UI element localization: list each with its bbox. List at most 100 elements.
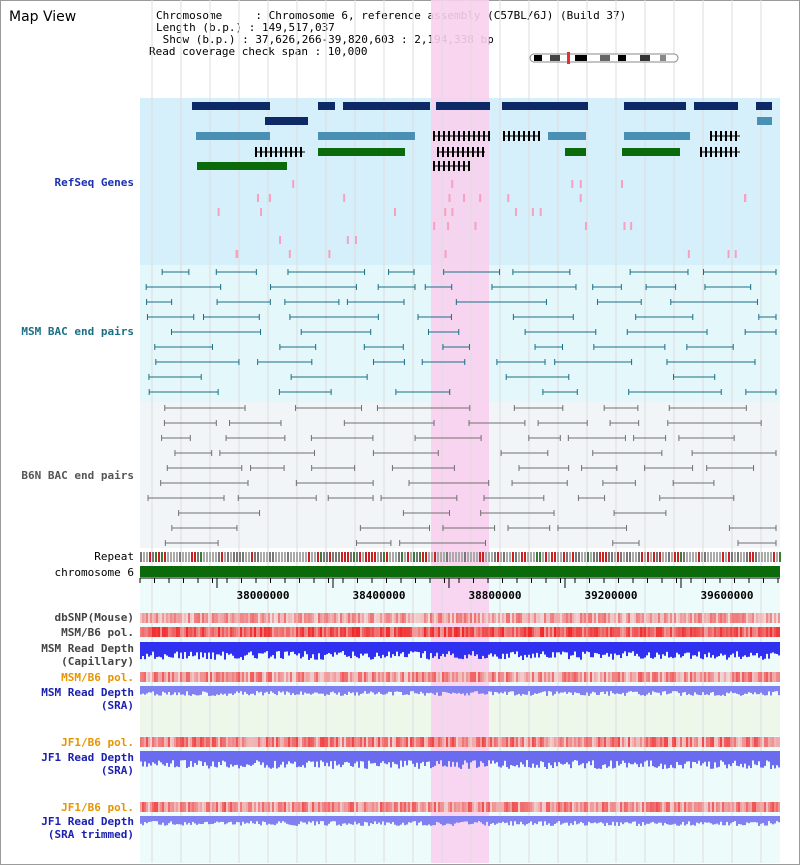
jf1-depth-bar [374,751,376,763]
jf1-pol-trim-heat [370,802,372,812]
msm-pol-sra-heat [542,672,544,682]
jf1-pol-heat [710,737,712,747]
msm-pol-sra-heat [244,672,246,682]
dbsnp-heat [412,613,414,623]
dbsnp-heat [452,613,454,623]
msm-pol-sra-heat [288,672,290,682]
jf1-pol-trim-heat [560,802,562,812]
msm-pol-sra-heat [698,672,700,682]
dbsnp-heat [672,613,674,623]
jf1-depth-bar [368,751,370,761]
jf1-pol-heat [150,737,152,747]
msm-depth-sra-bar [234,686,236,694]
msm-pol-sra-heat [460,672,462,682]
msm-depth-cap-bar [142,642,144,656]
jf1-depth-bar [574,751,576,761]
repeat-mark [170,552,172,562]
msm-pol-sra-heat [558,672,560,682]
jf1-depth-trim-bar [492,816,494,823]
repeat-mark [239,552,241,562]
msm-pol-heat [300,627,302,637]
msm-pol-heat [676,627,678,637]
jf1-depth-bar [520,751,522,763]
jf1-depth-bar [778,751,780,768]
jf1-depth-bar [180,751,182,761]
jf1-pol-heat [314,737,316,747]
msm-pol-sra-heat [308,672,310,682]
msm-depth-sra-bar [490,686,492,692]
dbsnp-heat [654,613,656,623]
dbsnp-heat [360,613,362,623]
msm-depth-cap-bar [494,642,496,655]
jf1-pol-trim-heat [634,802,636,812]
jf1-depth-trim-bar [166,816,168,826]
jf1-depth-bar [704,751,706,762]
msm-pol-sra-heat [386,672,388,682]
jf1-pol-heat [774,737,776,747]
msm-depth-sra-bar [370,686,372,692]
msm-depth-sra-bar [704,686,706,695]
msm-depth-sra-bar [474,686,476,692]
dbsnp-heat [166,613,168,623]
jf1-pol-heat [220,737,222,747]
jf1-pol-trim-heat [146,802,148,812]
msm-pol-heat [706,627,708,637]
msm-pol-sra-heat [384,672,386,682]
dbsnp-heat [718,613,720,623]
dbsnp-heat [280,613,282,623]
jf1-pol-heat [176,737,178,747]
msm-depth-sra-bar [628,686,630,692]
msm-pol-sra-heat [218,672,220,682]
jf1-depth-trim-bar [774,816,776,824]
msm-depth-cap-bar [698,642,700,652]
msm-pol-heat [626,627,628,637]
dbsnp-heat [408,613,410,623]
msm-pol-sra-heat [590,672,592,682]
msm-depth-sra-bar [646,686,648,695]
jf1-pol-heat [582,737,584,747]
dbsnp-heat [740,613,742,623]
jf1-depth-bar [658,751,660,767]
msm-depth-sra-bar [656,686,658,693]
jf1-depth-trim-bar [642,816,644,823]
repeat-mark [305,552,307,562]
msm-depth-cap-bar [672,642,674,659]
jf1-depth-bar [540,751,542,762]
jf1-pol-trim-heat [436,802,438,812]
dbsnp-heat [762,613,764,623]
jf1-pol-heat [358,737,360,747]
repeat-mark [254,552,256,562]
jf1-pol-heat [724,737,726,747]
jf1-depth-trim-bar [364,816,366,822]
msm-pol-sra-heat [248,672,250,682]
jf1-pol-heat [552,737,554,747]
gene-exon-tick [533,131,535,141]
jf1-pol-heat [588,737,590,747]
jf1-depth-trim-bar [558,816,560,822]
msm-pol-sra-heat [454,672,456,682]
msm-depth-sra-bar [394,686,396,692]
jf1-pol-heat [290,737,292,747]
jf1-pol-heat [530,737,532,747]
msm-depth-sra-bar [528,686,530,692]
msm-pol-sra-heat [600,672,602,682]
msm-depth-cap-bar [722,642,724,656]
msm-pol-sra-heat [586,672,588,682]
msm-depth-cap-bar [736,642,738,652]
jf1-pol-trim-heat [258,802,260,812]
msm-pol-heat [500,627,502,637]
repeat-mark [188,552,190,562]
msm-pol-sra-heat [328,672,330,682]
msm-pol-sra-heat [380,672,382,682]
repeat-mark [476,552,478,562]
jf1-depth-bar [618,751,620,766]
dbsnp-heat [316,613,318,623]
axis-tick-label: 39200000 [585,589,638,602]
msm-depth-cap-bar [316,642,318,660]
repeat-mark [416,552,418,562]
msm-pol-heat [202,627,204,637]
msm-depth-cap-bar [748,642,750,657]
msm-pol-sra-heat [556,672,558,682]
msm-pol-heat [270,627,272,637]
